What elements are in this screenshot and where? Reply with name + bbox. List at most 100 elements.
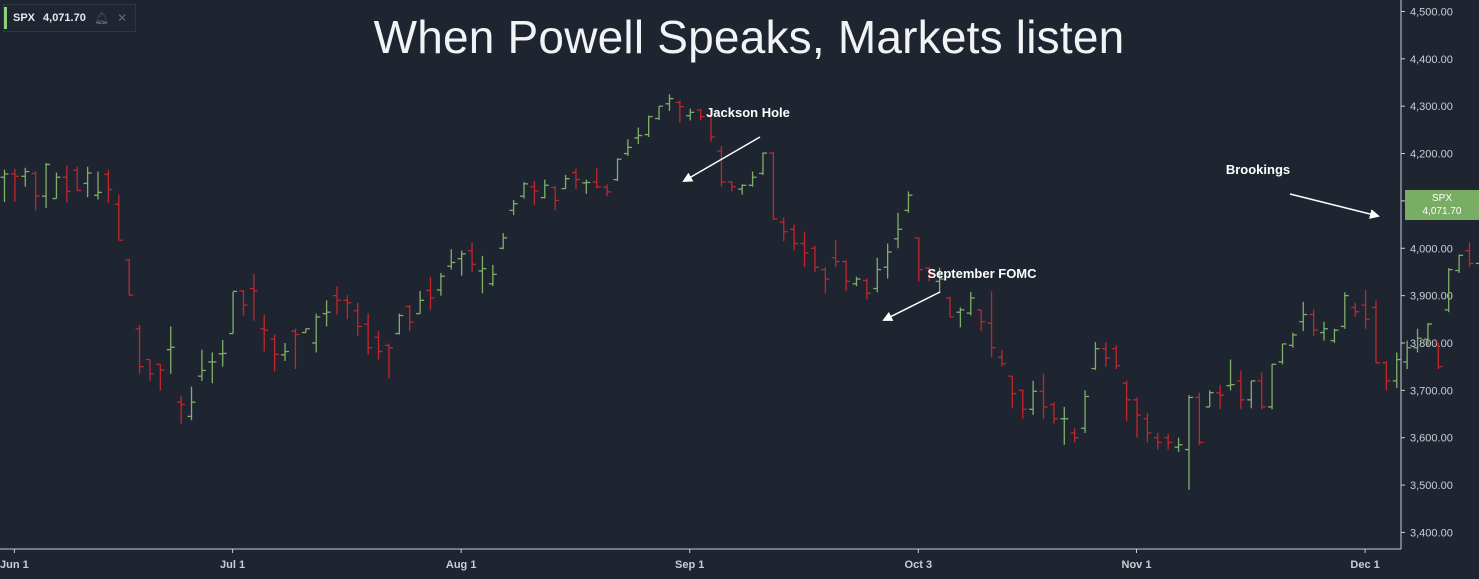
ohlc-bar <box>416 290 425 315</box>
ohlc-bar <box>187 386 196 421</box>
ohlc-bar <box>1434 342 1443 370</box>
ohlc-bar <box>395 313 404 335</box>
x-tick-label: Oct 3 <box>905 559 933 571</box>
ohlc-bar <box>343 295 352 320</box>
y-tick-label: 4,200.00 <box>1410 149 1453 161</box>
x-tick-label: Jun 1 <box>0 559 29 571</box>
ohlc-bar <box>114 194 123 241</box>
ohlc-bar <box>914 237 923 282</box>
ohlc-bar <box>925 267 934 282</box>
ohlc-bar <box>322 300 331 327</box>
ohlc-bar <box>73 166 82 192</box>
ohlc-bar <box>1475 262 1479 265</box>
ohlc-bar <box>104 170 113 203</box>
ohlc-bar <box>301 328 310 334</box>
ohlc-bar <box>0 169 9 202</box>
ohlc-bar <box>1091 342 1100 370</box>
ohlc-bar <box>571 168 580 190</box>
ohlc-bar <box>21 167 30 187</box>
y-tick-label: 3,600.00 <box>1410 433 1453 445</box>
ohlc-bar <box>530 181 539 205</box>
ohlc-bar <box>790 224 799 251</box>
ohlc-bar <box>883 243 892 279</box>
y-tick-label: 4,400.00 <box>1410 54 1453 66</box>
y-tick-label: 3,700.00 <box>1410 385 1453 397</box>
x-tick-label: Dec 1 <box>1350 559 1379 571</box>
ohlc-bar <box>125 258 134 296</box>
ohlc-bar <box>561 174 570 190</box>
ohlc-bar <box>686 108 695 121</box>
ohlc-bar <box>1444 268 1453 313</box>
ohlc-bar <box>707 112 716 142</box>
ohlc-bar <box>603 184 612 197</box>
ohlc-bar <box>582 179 591 194</box>
annotation-label: September FOMC <box>927 266 1037 281</box>
ohlc-bar <box>540 179 549 199</box>
ohlc-bar <box>1174 437 1183 452</box>
ohlc-bar <box>1465 242 1474 268</box>
ohlc-bar <box>727 181 736 192</box>
ohlc-bar <box>1413 328 1422 353</box>
ohlc-bar <box>353 302 362 336</box>
ohlc-bar <box>436 272 445 296</box>
x-tick-label: Nov 1 <box>1122 559 1152 571</box>
y-tick-label: 4,500.00 <box>1410 6 1453 18</box>
y-tick-label: 4,300.00 <box>1410 101 1453 113</box>
ohlc-bar <box>1018 389 1027 419</box>
ohlc-bar <box>1320 321 1329 341</box>
ohlc-bar <box>1008 375 1017 409</box>
ohlc-bar <box>987 291 996 358</box>
ohlc-bar <box>426 276 435 310</box>
ohlc-bar <box>1236 370 1245 410</box>
ohlc-bar <box>1299 301 1308 332</box>
bell-icon[interactable]: 🔔︎ <box>93 11 110 25</box>
annotation-arrow <box>882 291 941 321</box>
ohlc-bar <box>384 343 393 379</box>
ohlc-bar <box>644 115 653 137</box>
ohlc-bar <box>520 181 528 199</box>
ohlc-bar <box>1153 432 1162 450</box>
ohlc-bar <box>1268 363 1277 410</box>
ohlc-bar <box>260 314 269 352</box>
ohlc-bar <box>1195 392 1204 445</box>
ohlc-bar <box>551 185 560 211</box>
y-tick-label: 3,800.00 <box>1410 338 1453 350</box>
x-tick-label: Jul 1 <box>220 559 245 571</box>
ohlc-bar <box>665 94 674 111</box>
ohlc-bar <box>1060 406 1069 445</box>
ohlc-bar <box>769 152 778 220</box>
ohlc-bar <box>1039 373 1048 419</box>
ohlc-bar <box>509 199 518 216</box>
ohlc-bar <box>1257 372 1266 410</box>
ohlc-bar <box>675 100 684 123</box>
annotation-label: Brookings <box>1226 162 1290 177</box>
price-tag-value: 4,071.70 <box>1422 206 1462 217</box>
ohlc-bar <box>873 257 882 293</box>
annotation-arrow <box>1289 193 1380 219</box>
annotation-label: Jackson Hole <box>706 105 790 120</box>
ohlc-bar <box>312 313 321 353</box>
ohlc-bar <box>478 255 487 294</box>
ohlc-bar <box>1278 343 1287 365</box>
ohlc-bar <box>1164 433 1173 450</box>
ohlc-bar <box>1143 413 1152 443</box>
ohlc-bar <box>135 324 144 374</box>
legend-value: 4,071.70 <box>43 12 86 24</box>
y-tick-label: 3,900.00 <box>1410 291 1453 303</box>
ohlc-bar <box>1184 395 1193 490</box>
symbol-legend[interactable]: SPX 4,071.70 🔔︎ ✕ <box>3 4 137 32</box>
ohlc-bar <box>904 191 913 213</box>
ohlc-bar <box>945 296 954 318</box>
ohlc-bar <box>634 127 643 145</box>
ohlc-bar <box>249 273 258 321</box>
ohlc-bar <box>613 158 622 182</box>
y-tick-label: 4,000.00 <box>1410 243 1453 255</box>
ohlc-bar <box>499 233 508 250</box>
x-tick-label: Aug 1 <box>446 559 477 571</box>
ohlc-bar <box>1070 428 1079 443</box>
ohlc-bar <box>42 163 51 209</box>
ohlc-bar <box>364 313 373 355</box>
ohlc-bar <box>1455 254 1464 273</box>
close-icon[interactable]: ✕ <box>117 11 128 25</box>
